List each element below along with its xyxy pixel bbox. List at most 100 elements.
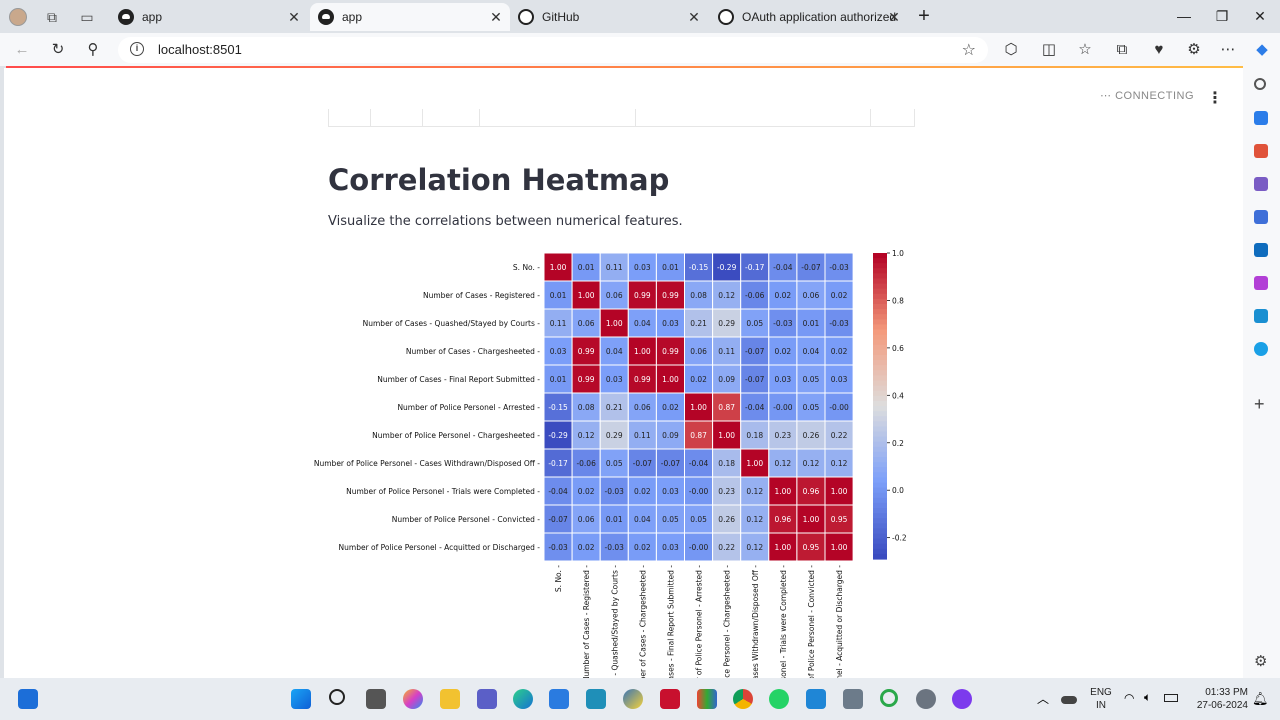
heatmap-cell-value: 0.05 bbox=[803, 403, 820, 412]
tab-actions-icon[interactable]: ▭ bbox=[80, 9, 94, 25]
heatmap-cell bbox=[571, 392, 601, 422]
region-code: IN bbox=[1096, 700, 1106, 711]
shopping-tag-icon[interactable] bbox=[1254, 111, 1268, 125]
taskbar-search-icon[interactable] bbox=[329, 689, 345, 705]
input-language[interactable]: ENG IN bbox=[1088, 686, 1114, 712]
refresh-icon[interactable]: ↻ bbox=[51, 41, 65, 58]
heatmap-x-tick-label: umber of Cases - Chargesheeted - bbox=[638, 565, 647, 678]
heatmap-cell-value: 0.18 bbox=[718, 459, 735, 468]
heatmap-cell bbox=[627, 280, 657, 310]
heatmap-cell bbox=[712, 280, 742, 310]
send-icon[interactable] bbox=[1254, 309, 1268, 323]
profile-avatar[interactable] bbox=[9, 8, 27, 26]
app-installer-icon[interactable] bbox=[843, 689, 863, 709]
whatsapp-icon[interactable] bbox=[769, 689, 789, 709]
store-icon[interactable] bbox=[549, 689, 569, 709]
designer-icon[interactable] bbox=[1254, 276, 1268, 290]
copilot-icon[interactable]: ◆ bbox=[1256, 41, 1268, 58]
close-tab-icon[interactable]: ✕ bbox=[688, 9, 700, 25]
dataframe-partial[interactable] bbox=[328, 109, 915, 127]
back-icon[interactable]: ← bbox=[14, 41, 30, 58]
browser-essentials-icon[interactable]: ♥ bbox=[1154, 41, 1164, 58]
chrome-icon[interactable] bbox=[733, 689, 753, 709]
onedrive-icon[interactable] bbox=[1061, 696, 1077, 704]
vscode-icon[interactable] bbox=[806, 689, 826, 709]
more-options-icon[interactable]: ⋯ bbox=[1220, 41, 1236, 58]
colorbar-segment bbox=[873, 314, 887, 320]
settings-icon[interactable] bbox=[916, 689, 936, 709]
collections-icon[interactable]: ⧉ bbox=[1116, 41, 1128, 58]
tools-icon[interactable] bbox=[1254, 144, 1268, 158]
split-screen-icon[interactable]: ◫ bbox=[1041, 41, 1057, 58]
heatmap-cell-value: 0.12 bbox=[746, 543, 763, 552]
heatmap-cell-value: 0.05 bbox=[690, 515, 707, 524]
new-tab-button[interactable]: + bbox=[918, 5, 930, 27]
heatmap-cell-value: 0.02 bbox=[774, 291, 791, 300]
heatmap-cell-value: 0.06 bbox=[634, 403, 651, 412]
python-icon[interactable] bbox=[623, 689, 643, 709]
performance-icon[interactable]: ⚙ bbox=[1187, 41, 1201, 58]
tab-oauth[interactable]: OAuth application authorized ✕ bbox=[710, 3, 908, 31]
office-icon[interactable] bbox=[697, 689, 717, 709]
file-explorer-icon[interactable] bbox=[440, 689, 460, 709]
heatmap-cell bbox=[712, 420, 742, 450]
heatmap-cell-value: 0.23 bbox=[718, 487, 735, 496]
close-tab-icon[interactable]: ✕ bbox=[490, 9, 502, 25]
copilot-taskbar-icon[interactable] bbox=[403, 689, 423, 709]
tab-github[interactable]: GitHub ✕ bbox=[510, 3, 708, 31]
main-menu-icon[interactable]: ⋮ bbox=[1207, 90, 1223, 107]
notification-bell-icon[interactable]: 🔔︎ bbox=[1252, 691, 1269, 706]
task-view-icon[interactable] bbox=[366, 689, 386, 709]
widgets-icon[interactable] bbox=[18, 689, 38, 709]
heatmap-cell-value: -0.07 bbox=[661, 459, 681, 468]
heatmap-cell-value: 0.99 bbox=[578, 375, 595, 384]
favorite-star-icon[interactable]: ☆ bbox=[961, 42, 976, 59]
mysql-icon[interactable] bbox=[586, 689, 606, 709]
heatmap-x-tick-label: Number of Cases - Registered - bbox=[582, 565, 591, 678]
streamlit-app[interactable]: ⋯ CONNECTING ⋮ Correlation Heatmap Visua… bbox=[4, 68, 1243, 678]
heatmap-cell-value: 0.03 bbox=[831, 375, 848, 384]
github-desktop-icon[interactable] bbox=[952, 689, 972, 709]
games-icon[interactable] bbox=[1254, 177, 1268, 191]
sidebar-settings-icon[interactable]: ⚙ bbox=[1254, 653, 1268, 670]
show-hidden-icons-icon[interactable]: ︿ bbox=[1037, 692, 1050, 706]
heatmap-cell-value: 0.01 bbox=[550, 291, 567, 300]
start-icon[interactable] bbox=[291, 689, 311, 709]
clock[interactable]: 01:33 PM 27-06-2024 bbox=[1188, 686, 1248, 712]
workspaces-icon[interactable]: ⧉ bbox=[47, 9, 57, 25]
heatmap-cell bbox=[627, 392, 657, 422]
add-sidebar-app-icon[interactable]: + bbox=[1254, 394, 1265, 414]
extensions-icon[interactable]: ⬡ bbox=[1004, 41, 1018, 58]
window-close-button[interactable]: ✕ bbox=[1254, 8, 1266, 24]
site-info-icon[interactable]: i bbox=[130, 42, 144, 56]
close-tab-icon[interactable]: ✕ bbox=[888, 9, 900, 25]
heatmap-cell-value: -0.00 bbox=[773, 403, 793, 412]
mcafee-icon[interactable] bbox=[660, 689, 680, 709]
github-icon bbox=[718, 9, 734, 25]
streamlit-icon bbox=[118, 9, 134, 25]
close-tab-icon[interactable]: ✕ bbox=[288, 9, 300, 25]
refresh-app-icon[interactable] bbox=[880, 689, 898, 707]
maximize-button[interactable]: ❐ bbox=[1215, 8, 1229, 24]
volume-icon[interactable]: 🔈︎ bbox=[1144, 690, 1152, 704]
search-icon[interactable]: ⚲ bbox=[87, 41, 99, 58]
teams-icon[interactable] bbox=[477, 689, 497, 709]
heatmap-cell bbox=[684, 392, 714, 422]
microsoft365-icon[interactable] bbox=[1254, 210, 1268, 224]
colorbar-segment bbox=[873, 533, 887, 540]
edge-icon[interactable] bbox=[513, 689, 533, 709]
minimize-button[interactable]: — bbox=[1177, 8, 1191, 24]
battery-icon[interactable] bbox=[1164, 694, 1178, 702]
colorbar-segment bbox=[873, 492, 887, 499]
search-icon[interactable] bbox=[1254, 78, 1266, 90]
favorites-icon[interactable]: ☆ bbox=[1078, 41, 1092, 58]
tab-app-1[interactable]: app ✕ bbox=[110, 3, 308, 31]
wifi-icon[interactable]: ◠ bbox=[1124, 691, 1135, 705]
heatmap-cell-value: 0.03 bbox=[662, 543, 679, 552]
url-field[interactable]: i localhost:8501 ☆ bbox=[118, 37, 988, 63]
tab-app-2[interactable]: app ✕ bbox=[310, 3, 510, 31]
heatmap-cell-value: -0.00 bbox=[689, 543, 709, 552]
outlook-icon[interactable] bbox=[1254, 243, 1268, 257]
skype-icon[interactable] bbox=[1254, 342, 1268, 356]
colorbar-segment bbox=[873, 421, 887, 427]
